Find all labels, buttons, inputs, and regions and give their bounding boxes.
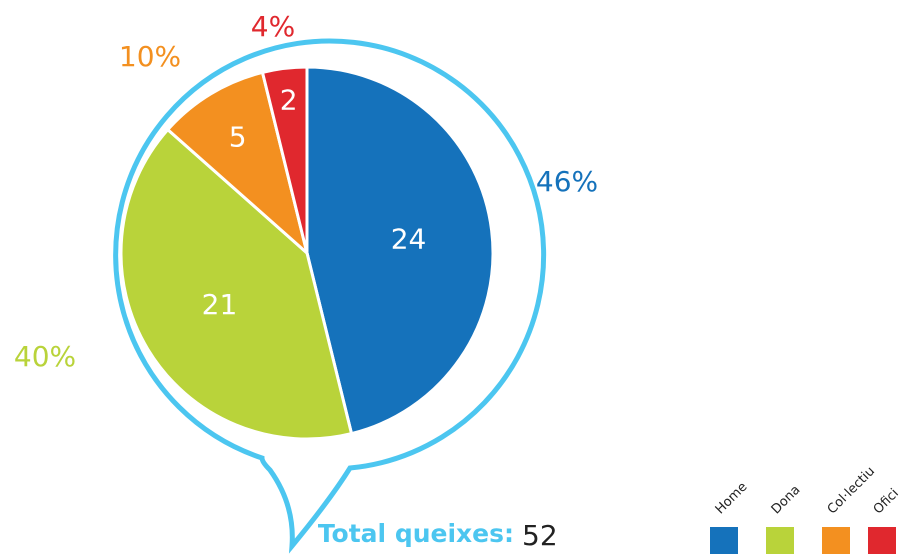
slice-label: 21 (202, 288, 238, 321)
legend-label: Home (713, 480, 751, 518)
pie-slice (260, 65, 309, 254)
legend-swatch (710, 527, 738, 554)
slice-label: 24 (391, 223, 427, 256)
legend-swatch (766, 527, 794, 554)
pie-slice (119, 127, 354, 441)
speech-bubble (113, 38, 547, 554)
legend-swatch (868, 527, 896, 554)
percent-label: 10% (119, 40, 181, 73)
percent-label: 40% (14, 340, 76, 373)
legend-label: Ofici (871, 486, 902, 517)
percent-label: 4% (251, 10, 295, 43)
slice-label: 2 (280, 84, 298, 117)
total-label: Total queixes: (318, 519, 514, 548)
slice-label: 5 (229, 120, 247, 153)
legend-swatch (822, 527, 850, 554)
legend-label: Col·lectiu (825, 464, 878, 517)
total-value: 52 (522, 519, 558, 552)
legend-label: Dona (769, 483, 804, 518)
percent-label: 46% (536, 165, 598, 198)
pie-slice (305, 65, 495, 436)
